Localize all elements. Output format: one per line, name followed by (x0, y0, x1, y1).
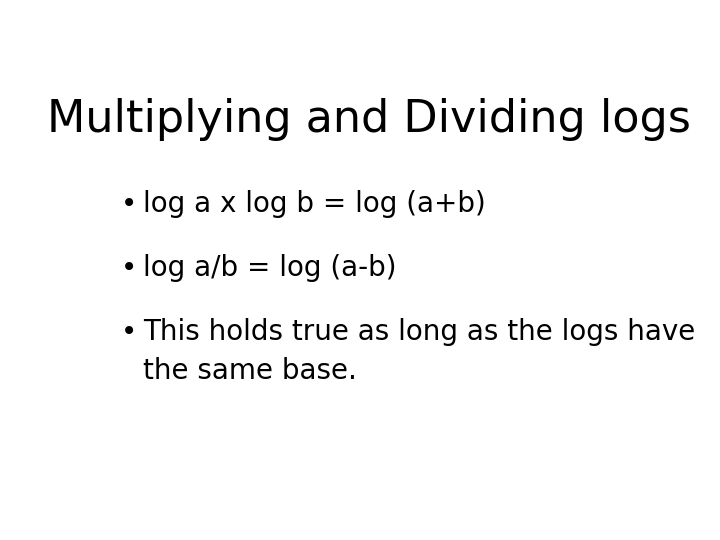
Text: log a/b = log (a-b): log a/b = log (a-b) (143, 254, 397, 282)
Text: •: • (121, 254, 137, 282)
Text: This holds true as long as the logs have
the same base.: This holds true as long as the logs have… (143, 319, 696, 386)
Text: Multiplying and Dividing logs: Multiplying and Dividing logs (47, 98, 691, 141)
Text: •: • (121, 190, 137, 218)
Text: log a x log b = log (a+b): log a x log b = log (a+b) (143, 190, 486, 218)
Text: •: • (121, 319, 137, 347)
